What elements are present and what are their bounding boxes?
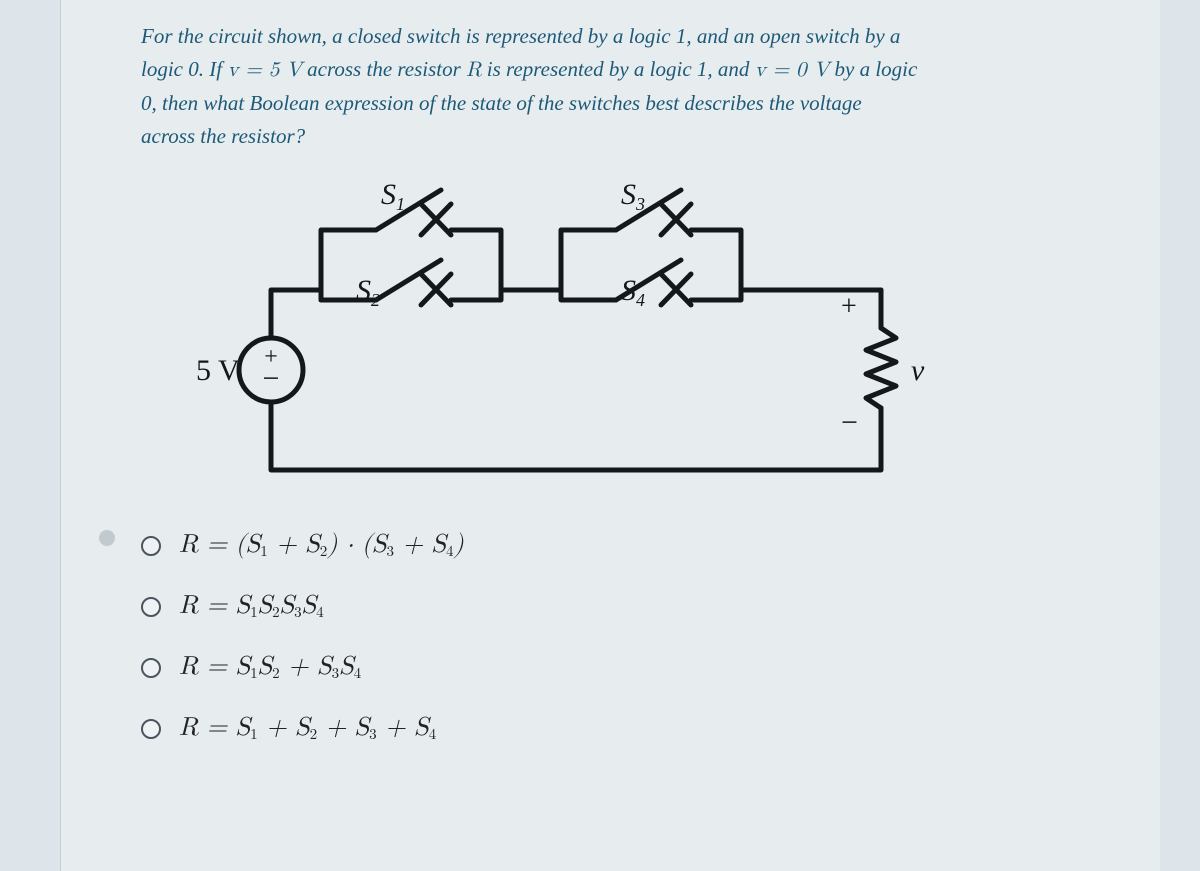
q-line2b: across the resistor xyxy=(302,57,466,81)
q-math1: v = 5 V xyxy=(227,60,302,81)
q-line2d: by a logic xyxy=(829,57,917,81)
option-c-text: R = S1S2 + S3S4 xyxy=(179,652,361,683)
ob-s3: 3 xyxy=(294,605,302,620)
od-4: + S xyxy=(377,715,429,741)
q-line3: 0, then what Boolean expression of the s… xyxy=(141,91,862,115)
option-b-text: R = S1S2S3S4 xyxy=(179,591,324,622)
svg-text:S2: S2 xyxy=(356,274,380,310)
answer-options: R = (S1 + S2) · (S3 + S4) R = S1S2S3S4 R… xyxy=(141,530,1120,744)
svg-text:S1: S1 xyxy=(381,178,405,214)
svg-text:−: − xyxy=(841,406,858,439)
oa-s1: 1 xyxy=(260,544,268,559)
ob-s1: 1 xyxy=(250,605,258,620)
oc-1: R = S xyxy=(179,654,250,680)
oc-s2: 2 xyxy=(272,666,280,681)
svg-text:5 V: 5 V xyxy=(196,354,240,387)
od-s1: 1 xyxy=(250,727,258,742)
option-a-text: R = (S1 + S2) · (S3 + S4) xyxy=(179,530,464,561)
ob-s2: 2 xyxy=(272,605,280,620)
radio-icon[interactable] xyxy=(141,536,161,556)
oa-4: + S xyxy=(394,532,446,558)
question-card: For the circuit shown, a closed switch i… xyxy=(60,0,1160,871)
q-R: R xyxy=(466,60,481,81)
ob-s4: 4 xyxy=(316,605,324,620)
option-d-text: R = S1 + S2 + S3 + S4 xyxy=(179,713,436,744)
circuit-diagram: 5 V + − xyxy=(141,170,961,500)
q-line2a: logic 0. If xyxy=(141,57,227,81)
flag-icon xyxy=(99,530,115,546)
oa-3: ) · (S xyxy=(327,532,386,558)
svg-text:v: v xyxy=(911,354,925,387)
od-2: + S xyxy=(258,715,310,741)
svg-text:S4: S4 xyxy=(621,274,645,310)
ob-3: S xyxy=(280,593,294,619)
q-line2c: is represented by a logic 1, and xyxy=(482,57,755,81)
option-d[interactable]: R = S1 + S2 + S3 + S4 xyxy=(141,713,1120,744)
oc-4: S xyxy=(339,654,353,680)
od-s4: 4 xyxy=(429,727,437,742)
oc-2: S xyxy=(258,654,272,680)
radio-icon[interactable] xyxy=(141,719,161,739)
oa-s3: 3 xyxy=(386,544,394,559)
svg-text:+: + xyxy=(841,291,857,322)
q-line1: For the circuit shown, a closed switch i… xyxy=(141,24,900,48)
svg-text:S3: S3 xyxy=(621,178,645,214)
radio-icon[interactable] xyxy=(141,597,161,617)
ob-2: S xyxy=(258,593,272,619)
oa-2: + S xyxy=(268,532,320,558)
oa-1: R = (S xyxy=(179,532,260,558)
od-3: + S xyxy=(317,715,369,741)
radio-icon[interactable] xyxy=(141,658,161,678)
option-c[interactable]: R = S1S2 + S3S4 xyxy=(141,652,1120,683)
option-a[interactable]: R = (S1 + S2) · (S3 + S4) xyxy=(141,530,1120,561)
oc-s4: 4 xyxy=(354,666,362,681)
q-line4: across the resistor? xyxy=(141,124,305,148)
oa-5: ) xyxy=(453,532,463,558)
oc-s1: 1 xyxy=(250,666,258,681)
ob-4: S xyxy=(302,593,316,619)
ob-1: R = S xyxy=(179,593,250,619)
od-s3: 3 xyxy=(369,727,377,742)
option-b[interactable]: R = S1S2S3S4 xyxy=(141,591,1120,622)
svg-text:−: − xyxy=(263,362,280,395)
od-s2: 2 xyxy=(310,727,318,742)
oc-3: + S xyxy=(280,654,332,680)
q-math2: v = 0 V xyxy=(755,60,830,81)
question-text: For the circuit shown, a closed switch i… xyxy=(141,20,1120,152)
od-1: R = S xyxy=(179,715,250,741)
